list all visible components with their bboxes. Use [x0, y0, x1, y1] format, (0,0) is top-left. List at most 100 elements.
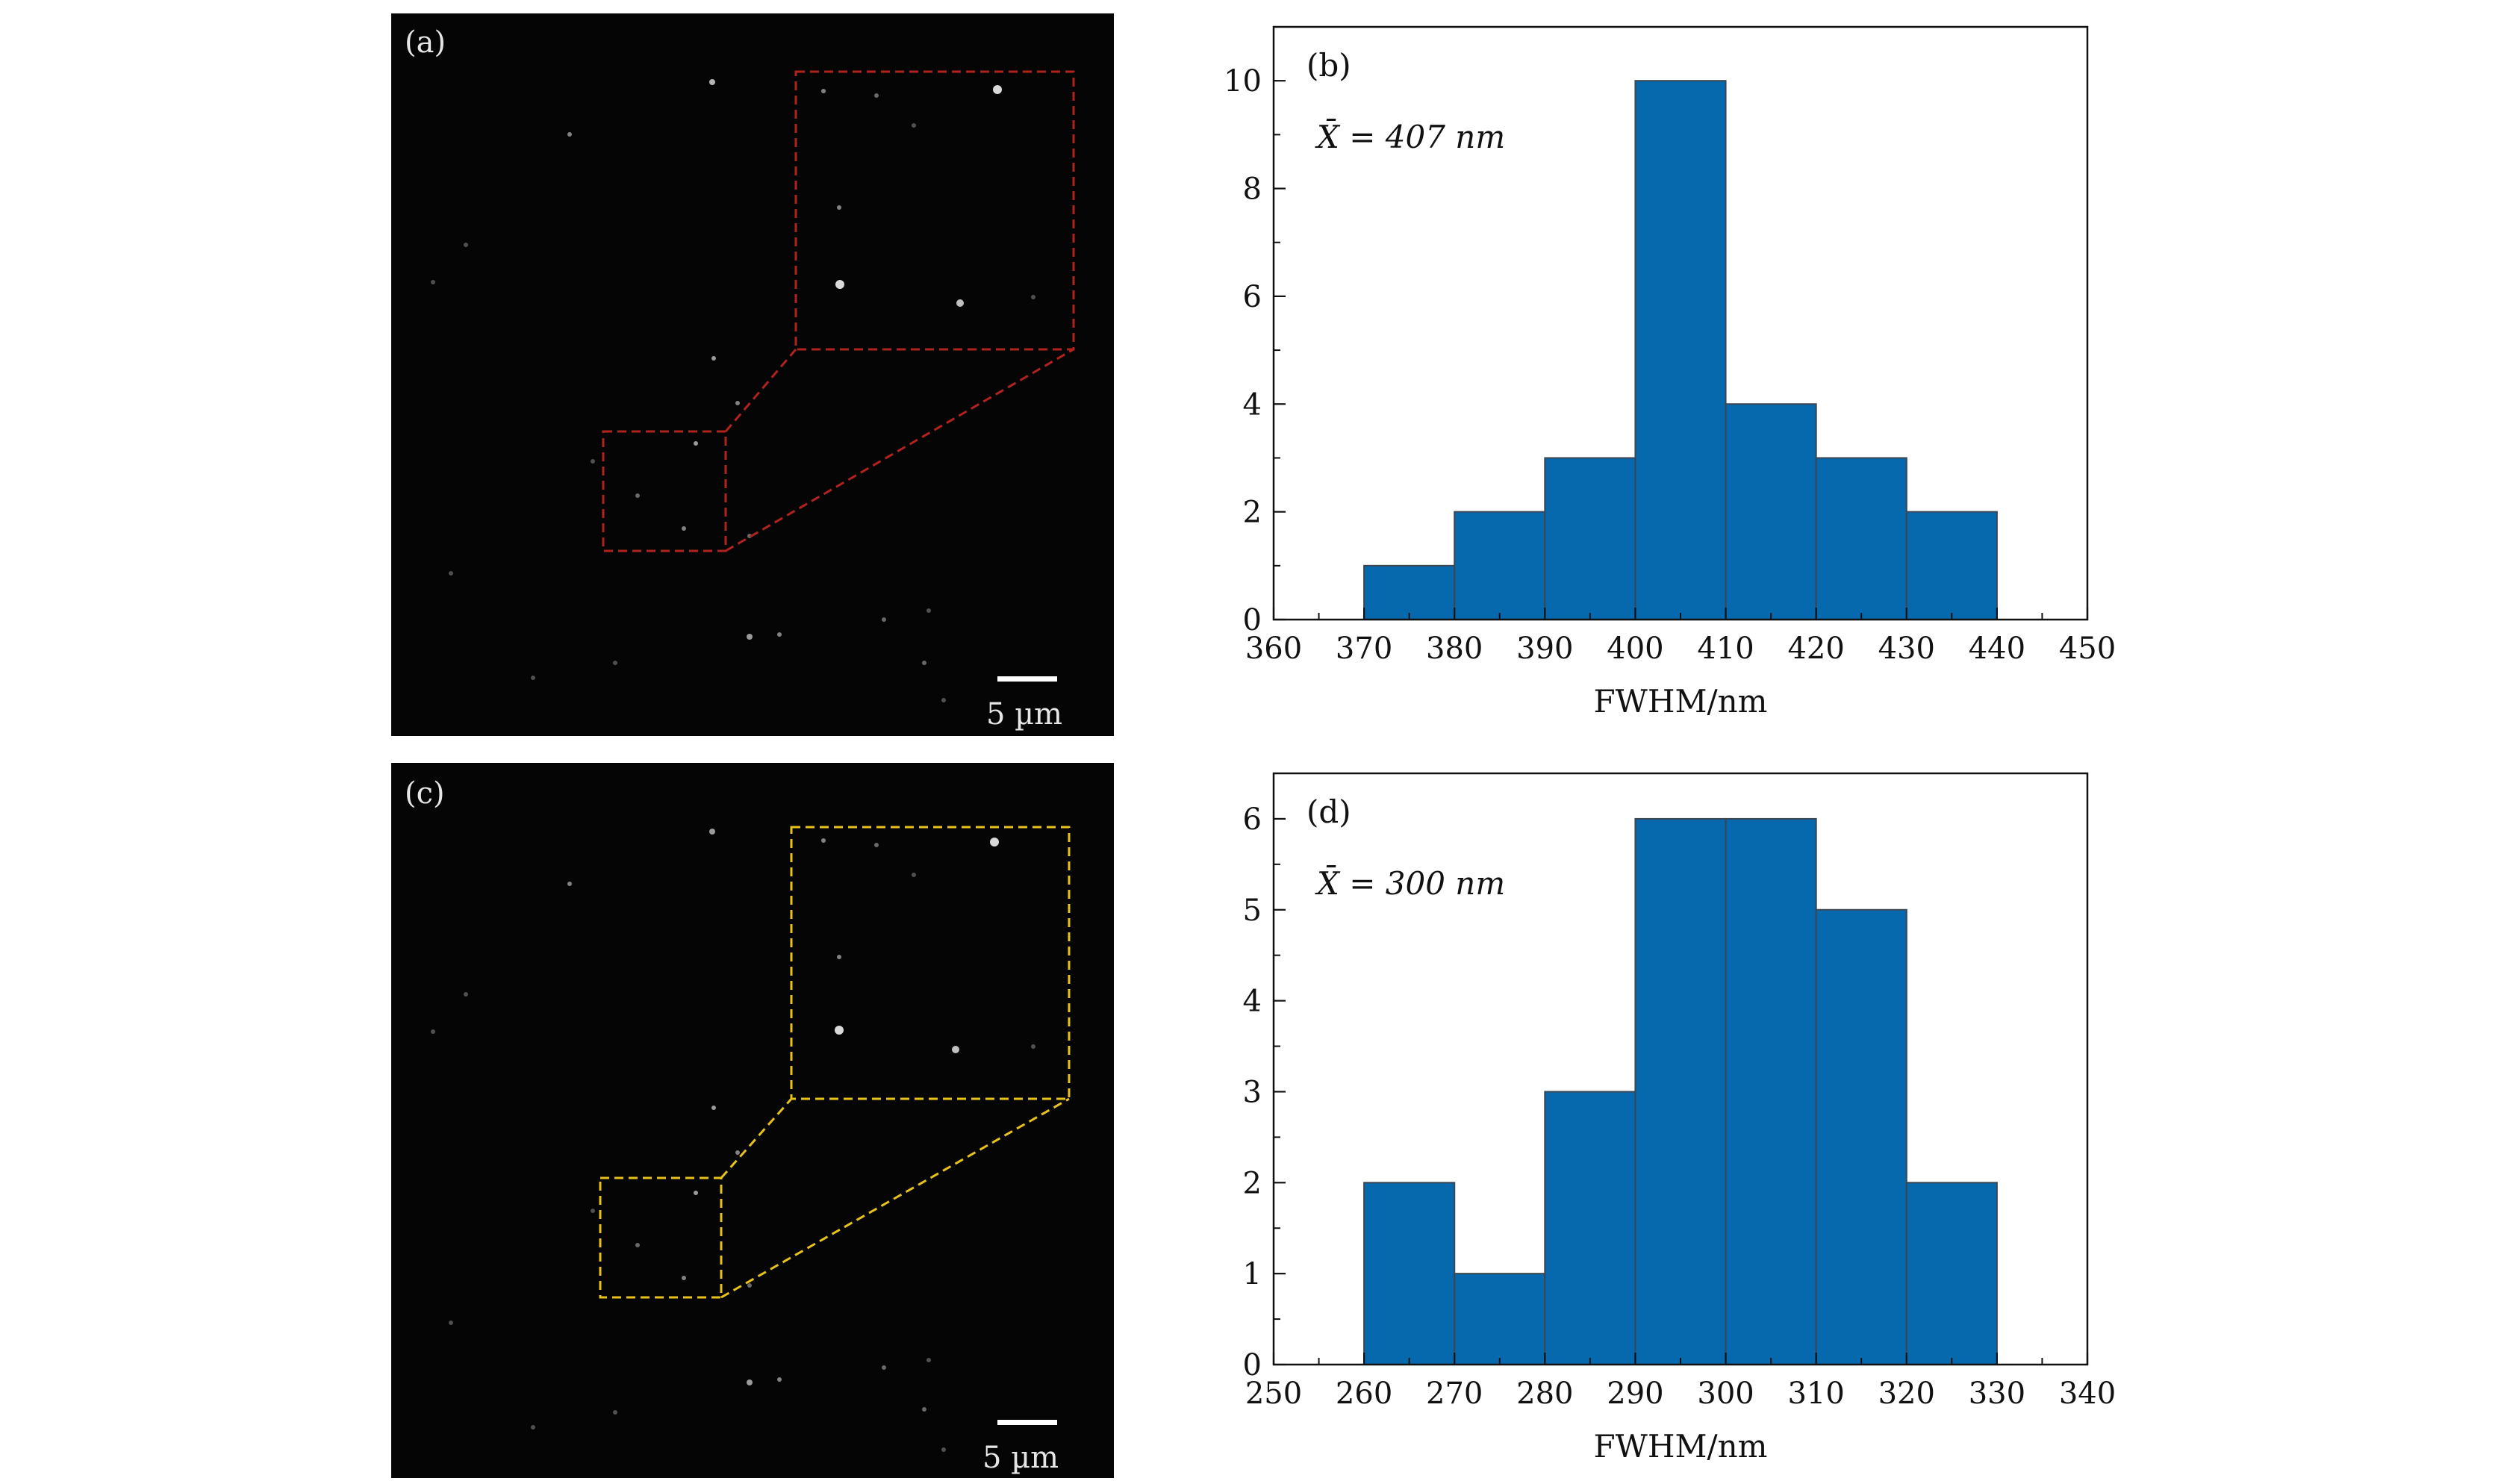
- zoom-connector-line: [720, 1098, 793, 1179]
- y-tick-label: 3: [1243, 1075, 1262, 1109]
- y-tick-label: 2: [1243, 496, 1262, 530]
- histogram-d: 250 260 270 280 290 300 310 320 330 340 0 1 2 3 4 5 6 FWH…: [1195, 754, 2165, 1484]
- panel-label: (b): [1306, 47, 1351, 84]
- histogram-bar: [1725, 817, 1817, 1365]
- x-tick-label: 360: [1245, 632, 1302, 666]
- x-tick-label: 270: [1426, 1377, 1483, 1411]
- bright-spot: [591, 1209, 595, 1213]
- bright-spot: [613, 1410, 617, 1415]
- x-tick-label: 420: [1787, 632, 1844, 666]
- bright-spot: [711, 356, 716, 361]
- histogram-bar: [1454, 511, 1546, 620]
- roi-box: [602, 430, 727, 552]
- zoom-boxes: [599, 826, 1071, 1299]
- bright-spot: [449, 1321, 453, 1325]
- scale-bar-label-a: 5 µm: [986, 697, 1062, 732]
- micrograph-a-canvas: (a) 5 µm: [405, 25, 1075, 732]
- bright-spot: [709, 829, 715, 835]
- bright-spots: [431, 79, 1035, 702]
- histogram-bar: [1544, 1091, 1636, 1365]
- zoom-inset-box: [790, 826, 1071, 1100]
- bright-spot: [835, 280, 844, 289]
- bright-spot: [874, 93, 879, 98]
- y-tick-label: 10: [1224, 64, 1262, 99]
- x-tick-label: 390: [1516, 632, 1573, 666]
- histogram-bar: [1905, 1182, 1998, 1365]
- x-tick-label: 330: [1969, 1377, 2025, 1411]
- x-tick-label: 450: [2059, 632, 2116, 666]
- bright-spot: [711, 1106, 716, 1110]
- bright-spot: [952, 1046, 959, 1053]
- zoom-boxes: [602, 70, 1075, 552]
- scale-bar-label-c: 5 µm: [982, 1441, 1059, 1475]
- x-tick-label: 280: [1516, 1377, 1573, 1411]
- bright-spot: [837, 205, 841, 210]
- histogram-bar: [1634, 817, 1727, 1365]
- bright-spot: [941, 1447, 946, 1452]
- bright-spot: [882, 617, 886, 622]
- bright-spot: [1031, 1044, 1035, 1049]
- bright-spot: [431, 280, 435, 284]
- x-axis-label: FWHM/nm: [1594, 1428, 1768, 1465]
- x-axis: 250 260 270 280 290 300 310 320 330 340: [1245, 1353, 2116, 1411]
- y-axis: 0 2 4 6 8 10: [1224, 26, 1286, 637]
- histogram-bar: [1725, 403, 1817, 620]
- bars: [1363, 80, 1998, 620]
- bright-spot: [449, 571, 453, 576]
- bright-spot: [747, 1379, 753, 1385]
- bright-spot: [993, 85, 1002, 94]
- x-tick-label: 340: [2059, 1377, 2116, 1411]
- bright-spot: [567, 882, 572, 886]
- histogram-bar: [1634, 80, 1727, 620]
- bright-spot: [777, 632, 782, 637]
- bright-spot: [777, 1377, 782, 1382]
- bright-spot: [431, 1029, 435, 1034]
- x-tick-label: 300: [1697, 1377, 1754, 1411]
- bright-spot: [567, 132, 572, 137]
- y-tick-label: 0: [1243, 1348, 1262, 1382]
- bright-spot: [635, 493, 640, 498]
- zoom-connector-line: [725, 348, 1074, 552]
- bright-spot: [694, 1191, 698, 1195]
- bright-spot: [956, 299, 964, 307]
- y-axis: 0 1 2 3 4 5 6: [1243, 773, 1286, 1382]
- bright-spot: [735, 401, 740, 405]
- x-axis: 360 370 380 390 400 410 420 430 440 450: [1245, 608, 2116, 666]
- bright-spot: [912, 873, 916, 877]
- bright-spot: [747, 1283, 752, 1288]
- bright-spot: [531, 676, 535, 680]
- bright-spot: [821, 89, 826, 93]
- y-tick-label: 6: [1243, 802, 1262, 837]
- bright-spot: [1031, 295, 1035, 299]
- x-tick-label: 290: [1607, 1377, 1663, 1411]
- bright-spot: [464, 992, 468, 997]
- x-tick-label: 430: [1878, 632, 1935, 666]
- y-tick-label: 6: [1243, 280, 1262, 314]
- histogram-bar: [1815, 457, 1907, 620]
- micrograph-a: (a) 5 µm: [391, 13, 1114, 736]
- bright-spot: [874, 843, 879, 847]
- histogram-bar: [1363, 1182, 1456, 1365]
- micrograph-c: (c) 5 µm: [391, 763, 1114, 1478]
- bright-spot: [591, 459, 595, 464]
- bright-spot: [735, 1150, 740, 1155]
- x-tick-label: 440: [1969, 632, 2025, 666]
- y-tick-label: 4: [1243, 387, 1262, 422]
- scale-bar-c: [997, 1420, 1057, 1425]
- panel-label-a: (a): [405, 25, 446, 60]
- x-tick-label: 320: [1878, 1377, 1935, 1411]
- histogram-bar: [1815, 908, 1907, 1365]
- roi-box: [599, 1176, 723, 1299]
- bright-spot: [912, 123, 916, 128]
- x-tick-label: 400: [1607, 632, 1663, 666]
- y-tick-label: 5: [1243, 894, 1262, 928]
- bright-spot: [747, 634, 753, 640]
- panel-label-c: (c): [405, 776, 445, 811]
- bright-spot: [837, 955, 841, 959]
- x-axis-label: FWHM/nm: [1594, 683, 1768, 720]
- bright-spot: [682, 526, 686, 531]
- bright-spot: [694, 441, 698, 446]
- x-tick-label: 410: [1697, 632, 1754, 666]
- bright-spot: [922, 661, 926, 665]
- bright-spot: [926, 608, 931, 613]
